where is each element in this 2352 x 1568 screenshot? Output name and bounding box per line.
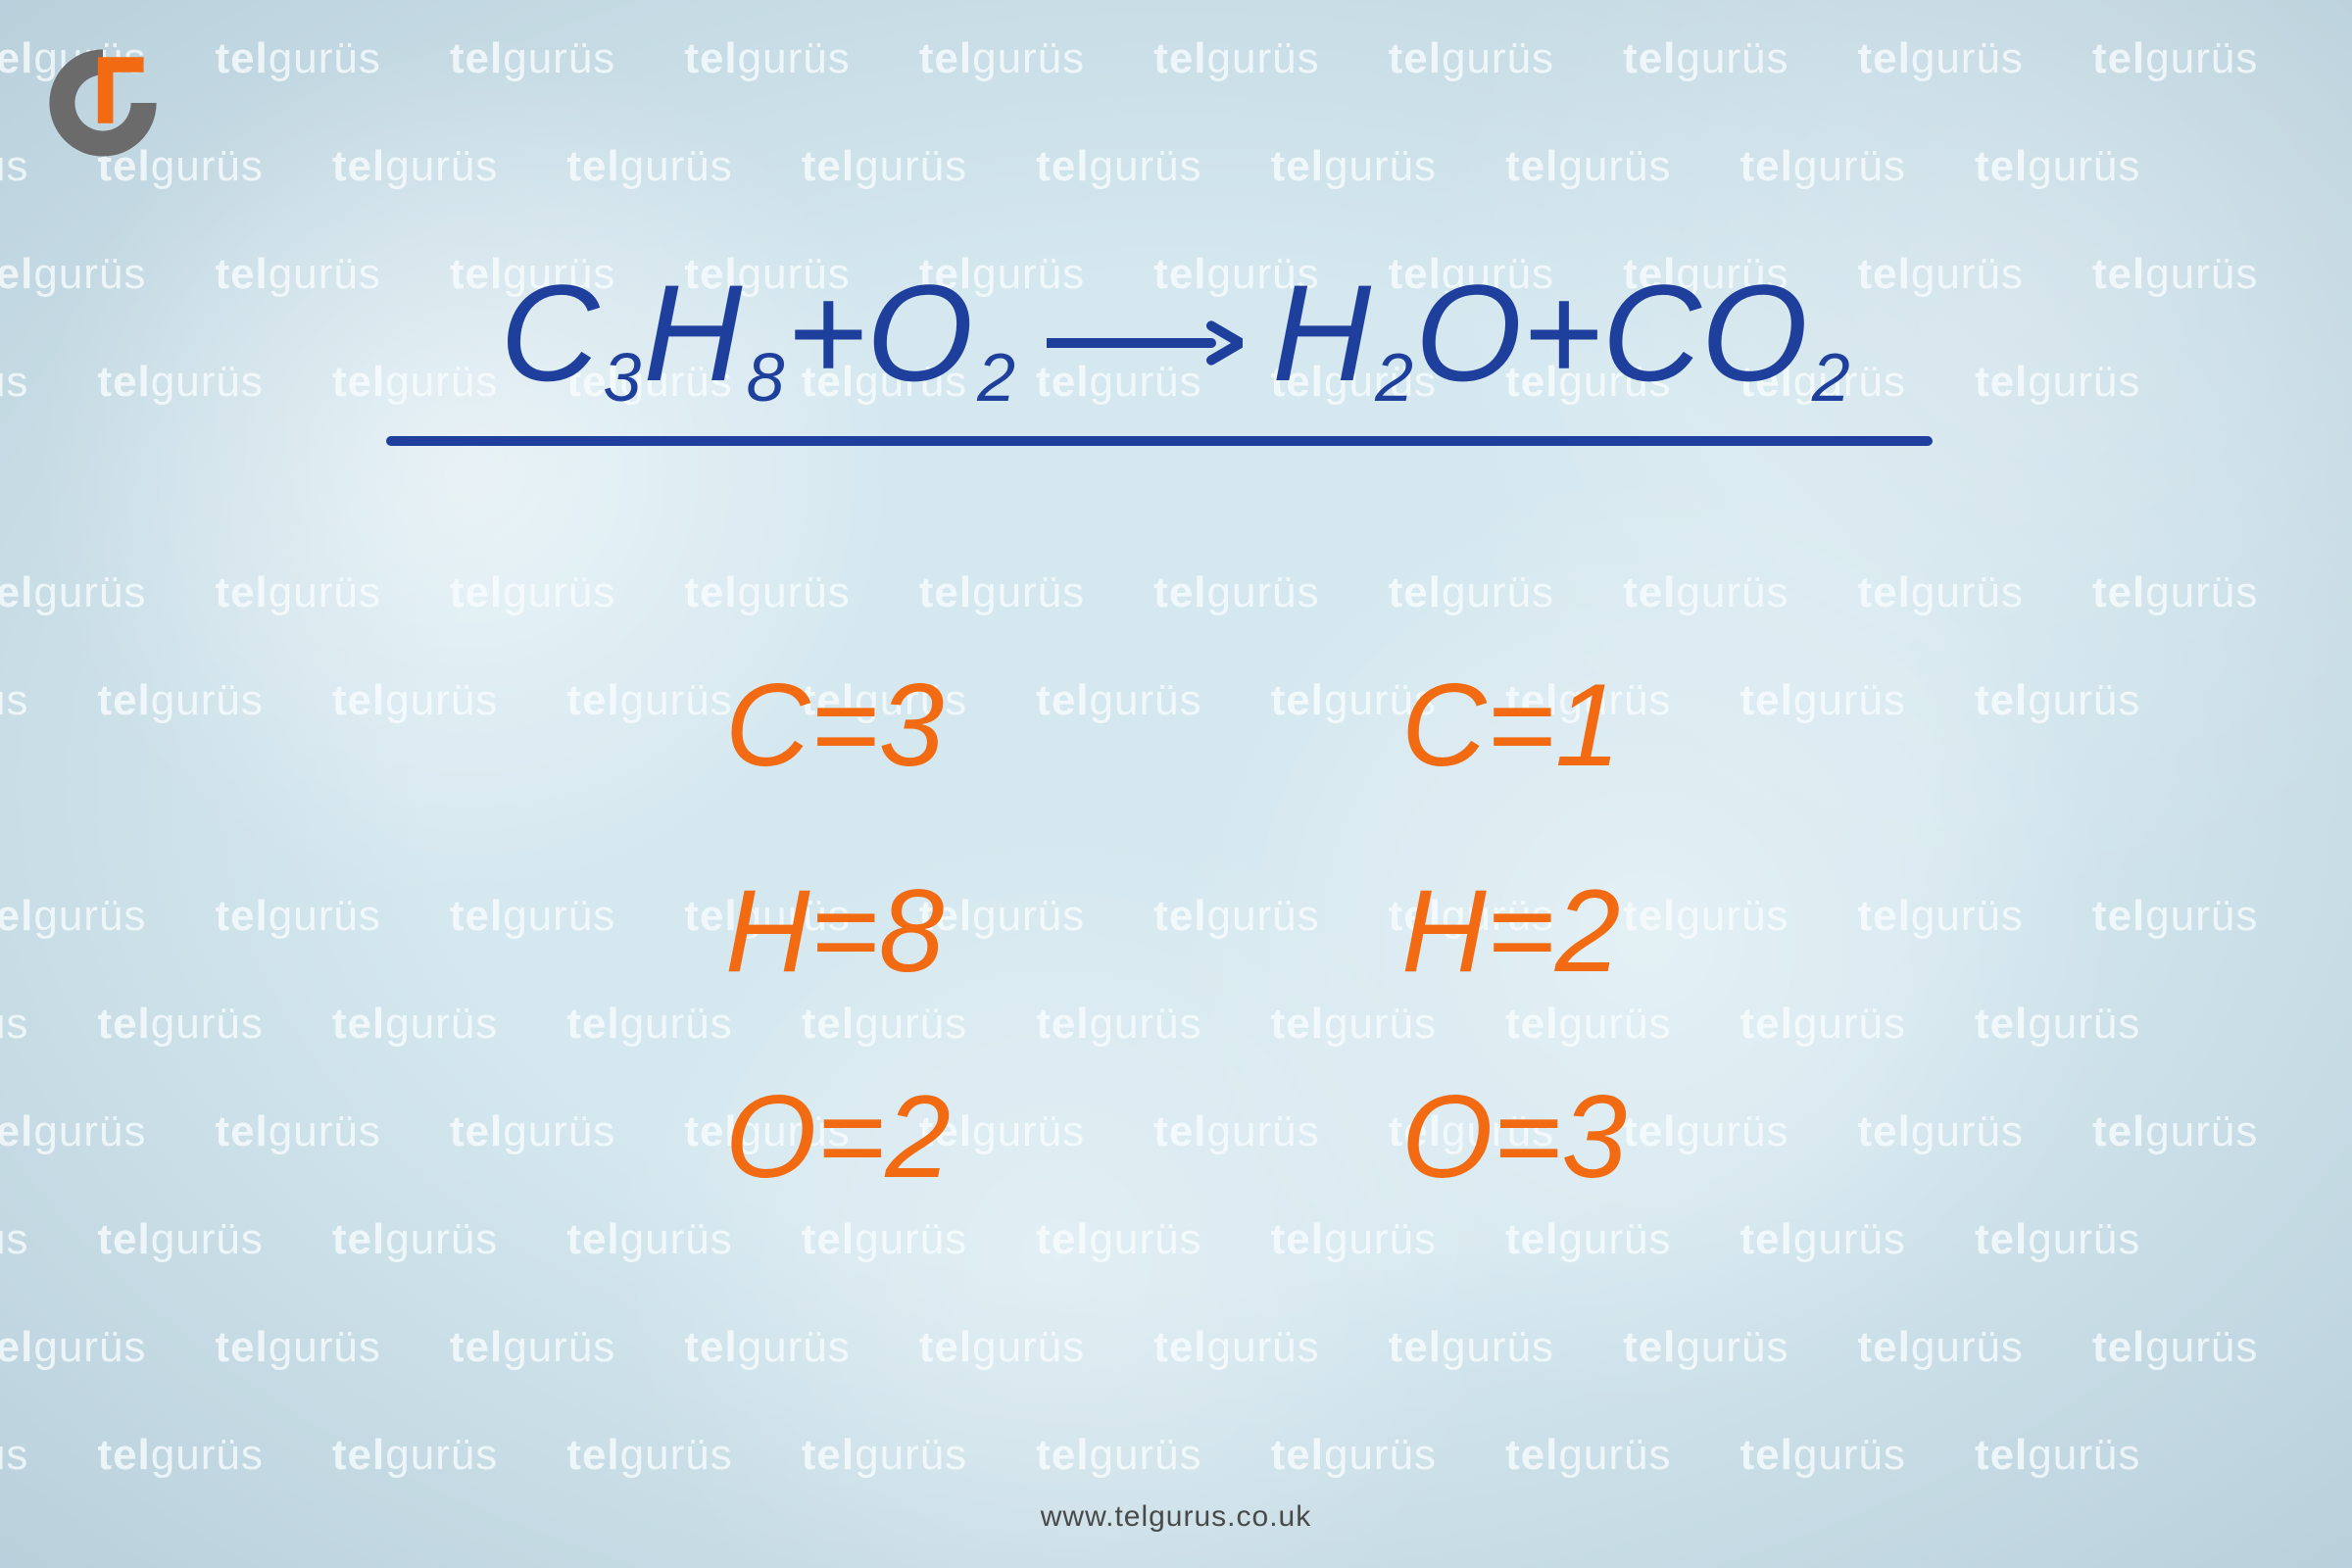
subscript: 2 — [1812, 343, 1850, 412]
watermark-text: telgurüs — [0, 1215, 28, 1264]
watermark-text: telgurüs — [1036, 1215, 1201, 1264]
plus-sign: + — [786, 265, 866, 402]
watermark-text: telgurüs — [332, 142, 498, 191]
watermark-text: telgurüs — [1858, 34, 2024, 83]
brand-logo — [39, 39, 167, 167]
watermark-text: telgurüs — [1271, 1431, 1437, 1480]
watermark-text: telgurüs — [1036, 1431, 1201, 1480]
watermark-text: telgurüs — [2092, 568, 2258, 617]
product-term: H 2 O — [1272, 265, 1522, 402]
watermark-text: telgurüs — [215, 568, 380, 617]
watermark-text: telgurüs — [1153, 34, 1319, 83]
watermark-text: telgurüs — [1975, 142, 2140, 191]
watermark-text: telgurüs — [1975, 1215, 2140, 1264]
element-symbol: C — [500, 265, 599, 402]
watermark-text: telgurüs — [1389, 34, 1554, 83]
count-line: H=8 — [725, 872, 944, 990]
infographic-canvas: telgurüs telgurüs telgurüs telgurüs telgurüs… — [0, 0, 2352, 1568]
product-counts: C=1 H=2 O=3 — [1401, 666, 1627, 1196]
watermark-text: telgurüs — [1505, 142, 1671, 191]
watermark-text: telgurüs — [802, 1431, 967, 1480]
watermark-text: telgurüs — [919, 1323, 1085, 1372]
watermark-text: telgurüs — [684, 1323, 850, 1372]
atom-count-columns: C=3 H=8 O=2 C=1 H=2 O=3 — [0, 666, 2352, 1196]
watermark-text: telgurüs — [684, 34, 850, 83]
equation-row: C 3 H 8 + O 2 H 2 O + C O 2 — [0, 265, 2352, 402]
watermark-text: telgurüs — [0, 142, 28, 191]
count-line: C=1 — [1401, 666, 1620, 784]
subscript: 3 — [603, 343, 641, 412]
count-line: H=2 — [1401, 872, 1620, 990]
watermark-text: telgurüs — [1740, 1215, 1906, 1264]
subscript: 2 — [977, 343, 1015, 412]
watermark-text: telgurüs — [0, 1431, 28, 1480]
chemical-equation: C 3 H 8 + O 2 H 2 O + C O 2 — [500, 265, 1851, 402]
watermark-text: telgurüs — [97, 1215, 263, 1264]
watermark-text: telgurüs — [919, 34, 1085, 83]
watermark-text: telgurüs — [1858, 568, 2024, 617]
watermark-text: telgurüs — [566, 1431, 732, 1480]
watermark-text: telgurüs — [1505, 1215, 1671, 1264]
watermark-text: telgurüs — [2092, 34, 2258, 83]
watermark-text: telgurüs — [1740, 1431, 1906, 1480]
watermark-text: telgurüs — [1271, 142, 1437, 191]
watermark-text: telgurüs — [684, 568, 850, 617]
watermark-text: telgurüs — [1623, 1323, 1788, 1372]
watermark-text: telgurüs — [566, 142, 732, 191]
count-line: C=3 — [725, 666, 944, 784]
watermark-text: telgurüs — [450, 1323, 615, 1372]
reaction-arrow-icon — [1047, 314, 1243, 372]
watermark-text: telgurüs — [97, 1431, 263, 1480]
watermark-text: telgurüs — [450, 568, 615, 617]
element-symbol: H — [643, 265, 742, 402]
watermark-text: telgurüs — [1505, 1431, 1671, 1480]
watermark-text: telgurüs — [215, 34, 380, 83]
watermark-text: telgurüs — [919, 568, 1085, 617]
element-symbol: O — [1701, 265, 1808, 402]
watermark-text: telgurüs — [1623, 568, 1788, 617]
watermark-text: telgurüs — [1858, 1323, 2024, 1372]
watermark-text: telgurüs — [1623, 34, 1788, 83]
watermark-text: telgurüs — [1389, 568, 1554, 617]
reactant-counts: C=3 H=8 O=2 — [725, 666, 951, 1196]
watermark-text: telgurüs — [1153, 1323, 1319, 1372]
watermark-text: telgurüs — [1036, 142, 1201, 191]
product-term: C O 2 — [1602, 265, 1852, 402]
watermark-text: telgurüs — [0, 1323, 146, 1372]
watermark-text: telgurüs — [802, 1215, 967, 1264]
footer-url: www.telgurus.co.uk — [0, 1500, 2352, 1534]
watermark-text: telgurüs — [450, 34, 615, 83]
equation-underline — [386, 436, 1933, 446]
watermark-text: telgurüs — [1153, 568, 1319, 617]
element-symbol: O — [1415, 265, 1522, 402]
watermark-text: telgurüs — [1975, 1431, 2140, 1480]
element-symbol: H — [1272, 265, 1371, 402]
watermark-text: telgurüs — [215, 1323, 380, 1372]
watermark-text: telgurüs — [332, 1431, 498, 1480]
count-line: O=2 — [725, 1078, 951, 1196]
plus-sign: + — [1522, 265, 1602, 402]
watermark-text: telgurüs — [566, 1215, 732, 1264]
watermark-text: telgurüs — [332, 1215, 498, 1264]
watermark-text: telgurüs — [802, 142, 967, 191]
count-line: O=3 — [1401, 1078, 1627, 1196]
reactant-term: C 3 H 8 — [500, 265, 786, 402]
subscript: 2 — [1375, 343, 1413, 412]
subscript: 8 — [746, 343, 784, 412]
watermark-text: telgurüs — [1740, 142, 1906, 191]
watermark-text: telgurüs — [2092, 1323, 2258, 1372]
watermark-text: telgurüs — [0, 568, 146, 617]
watermark-text: telgurüs — [1271, 1215, 1437, 1264]
element-symbol: C — [1602, 265, 1701, 402]
reactant-term: O 2 — [866, 265, 1017, 402]
element-symbol: O — [866, 265, 973, 402]
watermark-text: telgurüs — [1389, 1323, 1554, 1372]
